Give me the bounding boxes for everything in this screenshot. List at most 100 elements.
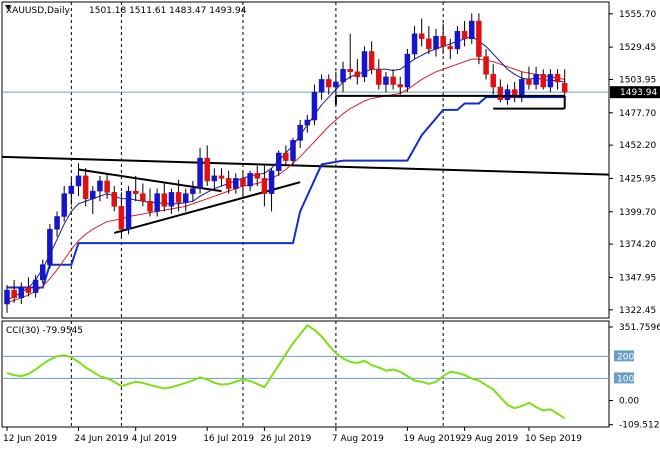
candle bbox=[469, 13, 475, 44]
candle bbox=[390, 69, 396, 90]
cci-axis-ticks: 351.7596 200 100 0.00 -109.5123 bbox=[609, 323, 660, 431]
candle-body bbox=[233, 178, 239, 189]
candle-body bbox=[40, 264, 46, 281]
candle-body bbox=[547, 74, 554, 88]
cci-reference-lines bbox=[2, 355, 609, 379]
candle-body bbox=[218, 175, 225, 179]
candle-body bbox=[411, 33, 418, 55]
y-tick-label: 1555.70 bbox=[619, 10, 656, 20]
candle bbox=[254, 165, 260, 187]
candle-body bbox=[469, 20, 475, 40]
candle-body bbox=[376, 69, 382, 85]
cci-level-badge bbox=[614, 372, 634, 384]
candle-body bbox=[247, 173, 253, 187]
candle bbox=[454, 26, 461, 55]
candle bbox=[104, 173, 110, 199]
candle bbox=[397, 76, 403, 95]
candle-body bbox=[461, 30, 468, 40]
candle bbox=[97, 175, 103, 202]
candle bbox=[183, 188, 189, 212]
candle-body bbox=[526, 79, 532, 85]
candles bbox=[4, 13, 568, 313]
candle bbox=[304, 114, 311, 133]
y-tick-label: 1529.45 bbox=[619, 43, 656, 53]
candle-body bbox=[197, 157, 203, 189]
cci-label: CCI(30) -79.9545 bbox=[6, 326, 83, 336]
ohlc-header: 1501.18 1511.61 1483.47 1493.94 bbox=[89, 6, 247, 16]
candle-body bbox=[433, 36, 439, 50]
candle bbox=[476, 13, 482, 65]
channel-line bbox=[7, 96, 565, 289]
candle bbox=[540, 69, 546, 90]
y-tick-label: 1477.70 bbox=[619, 109, 656, 119]
candle-body bbox=[511, 89, 518, 98]
candle bbox=[290, 137, 296, 166]
candle bbox=[147, 188, 153, 217]
candle bbox=[519, 71, 525, 103]
y-tick-label: 1425.95 bbox=[619, 174, 656, 184]
x-tick-label: 24 Jun 2019 bbox=[75, 434, 129, 444]
candle bbox=[447, 38, 454, 60]
candle-body bbox=[297, 124, 303, 141]
candle-body bbox=[390, 76, 396, 85]
candle bbox=[204, 145, 210, 187]
collapse-triangle-icon[interactable] bbox=[5, 5, 11, 10]
x-tick-label: 4 Jul 2019 bbox=[132, 434, 177, 444]
candle-body bbox=[333, 81, 339, 88]
candle bbox=[111, 186, 117, 212]
cci-panel-frame bbox=[1, 320, 610, 428]
candle bbox=[283, 145, 289, 166]
candle-body bbox=[347, 69, 353, 73]
y-tick-label: 1374.20 bbox=[619, 240, 656, 250]
candle-body bbox=[125, 190, 132, 230]
candle bbox=[318, 74, 325, 100]
candle-body bbox=[75, 175, 82, 187]
long-trend-line bbox=[1, 155, 610, 176]
cci-level-badge bbox=[614, 350, 634, 362]
candle bbox=[218, 168, 225, 187]
candle bbox=[61, 186, 67, 222]
cci-tick-label: -109.5123 bbox=[619, 421, 660, 431]
candle-body bbox=[183, 193, 189, 203]
candle-body bbox=[97, 180, 103, 192]
cci-tick-label: 0.00 bbox=[619, 397, 639, 407]
candle-body bbox=[61, 193, 67, 217]
candle-body bbox=[140, 193, 146, 202]
candle-body bbox=[397, 84, 403, 88]
x-tick-label: 16 Jul 2019 bbox=[203, 434, 254, 444]
candle bbox=[168, 188, 175, 214]
candle-body bbox=[18, 287, 25, 298]
ma-fast-line bbox=[6, 35, 565, 301]
candle-body bbox=[82, 175, 89, 199]
candle-body bbox=[361, 51, 368, 78]
candle bbox=[433, 28, 439, 57]
candle bbox=[90, 186, 96, 214]
candle bbox=[132, 175, 139, 202]
y-tick-label: 1399.70 bbox=[619, 208, 656, 218]
candle bbox=[4, 285, 10, 313]
candle-body bbox=[175, 192, 182, 203]
y-tick-label: 1503.95 bbox=[619, 75, 656, 85]
candle-body bbox=[326, 79, 332, 88]
x-tick-label: 26 Jul 2019 bbox=[260, 434, 311, 444]
candle bbox=[411, 26, 418, 60]
candle bbox=[75, 163, 82, 197]
current-price-label: 1493.94 bbox=[620, 88, 657, 98]
candle-body bbox=[483, 56, 489, 75]
candle-body bbox=[68, 185, 75, 194]
x-tick-label: 19 Aug 2019 bbox=[403, 434, 461, 444]
candle-body bbox=[454, 30, 461, 50]
candle-body bbox=[497, 86, 504, 100]
candle-body bbox=[104, 180, 110, 193]
candle bbox=[361, 46, 368, 82]
candle-body bbox=[161, 193, 168, 207]
candle-body bbox=[519, 79, 525, 98]
candle bbox=[118, 192, 125, 237]
candle-body bbox=[254, 173, 260, 179]
candle-body bbox=[25, 287, 32, 293]
candle-body bbox=[168, 192, 175, 207]
candle-body bbox=[540, 74, 546, 88]
candle bbox=[326, 74, 332, 95]
candle bbox=[233, 173, 239, 194]
